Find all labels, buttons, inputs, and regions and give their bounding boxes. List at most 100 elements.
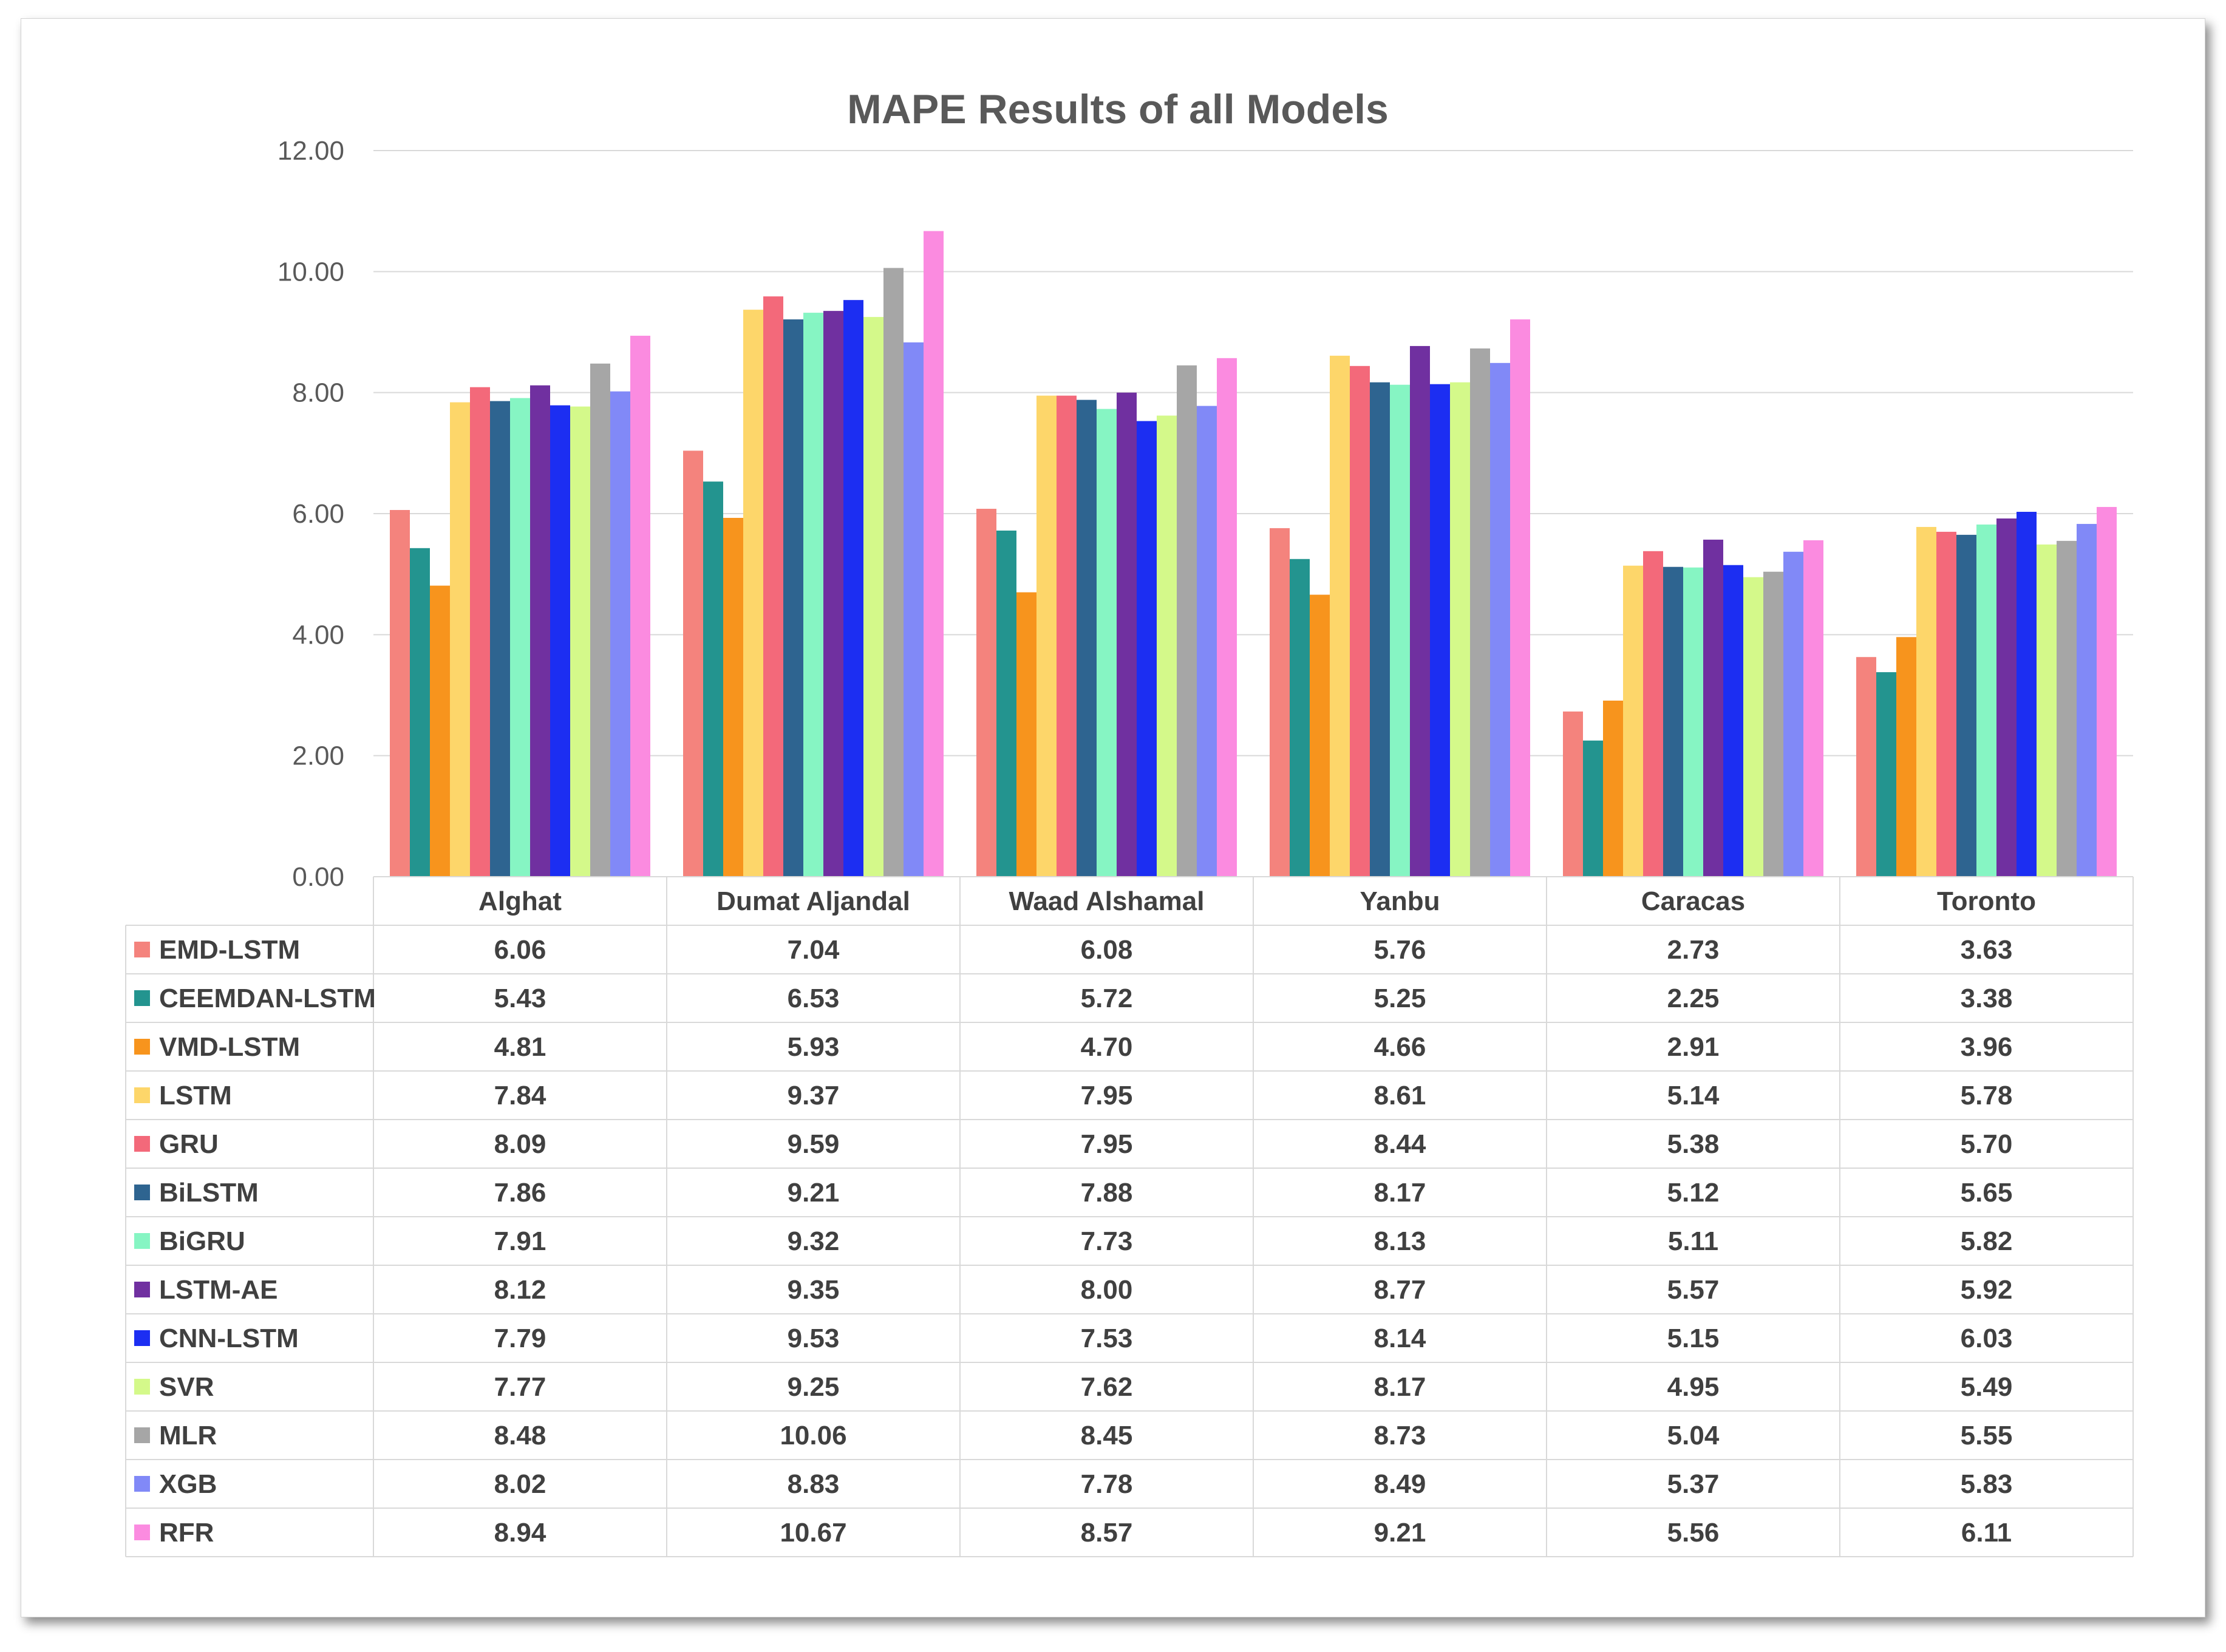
bar-svr [863, 317, 883, 877]
bar-bilstm [1370, 382, 1390, 877]
table-cell-value: 5.43 [494, 984, 546, 1013]
table-cell-value: 9.21 [788, 1178, 840, 1208]
legend-swatch [134, 1525, 150, 1540]
y-tick-label: 10.00 [277, 257, 344, 287]
category-label: Yanbu [1360, 886, 1440, 916]
table-cell-value: 5.25 [1374, 984, 1426, 1013]
table-cell-value: 5.12 [1667, 1178, 1720, 1208]
y-tick-label: 2.00 [292, 741, 344, 771]
table-cell-value: 5.37 [1667, 1469, 1720, 1499]
table-cell-value: 5.65 [1961, 1178, 2013, 1208]
chart-title: MAPE Results of all Models [847, 86, 1389, 132]
bar-bigru [1390, 384, 1410, 877]
bar-xgb [2077, 523, 2097, 877]
category-label: Dumat Aljandal [716, 886, 910, 916]
bar-vmd-lstm [1310, 594, 1330, 877]
table-cell-value: 6.06 [494, 935, 546, 965]
bar-rfr [630, 335, 650, 877]
bar-mlr [2057, 540, 2077, 877]
bar-lstm [1916, 526, 1936, 877]
table-cell-value: 8.00 [1081, 1275, 1133, 1305]
bar-lstm-ae [1703, 539, 1723, 877]
bar-lstm [1623, 565, 1643, 877]
y-axis-ticks: 0.00 2.00 4.00 6.00 8.00 10.00 12.00 [277, 136, 344, 892]
table-cell-value: 8.13 [1374, 1226, 1426, 1256]
bar-gru [1350, 365, 1370, 877]
bar-ceemdan-lstm [1290, 559, 1310, 877]
legend-swatch [134, 1427, 150, 1443]
table-cell-value: 5.55 [1961, 1421, 2013, 1450]
bar-vmd-lstm [723, 517, 743, 877]
table-cell-value: 4.95 [1667, 1372, 1720, 1402]
legend-label: MLR [159, 1421, 217, 1450]
category-label: Alghat [478, 886, 562, 916]
table-cell-value: 5.11 [1668, 1226, 1718, 1256]
legend-label: CEEMDAN-LSTM [159, 984, 376, 1013]
data-table: Alghat Dumat Aljandal Waad Alshamal Yanbu Ca… [125, 876, 2134, 1557]
table-cell-value: 2.91 [1667, 1032, 1720, 1062]
bar-svr [1743, 577, 1763, 877]
table-cell-value: 8.48 [494, 1421, 546, 1450]
bar-bilstm [1077, 399, 1097, 877]
legend-swatch [134, 1136, 150, 1152]
table-cell-value: 7.53 [1081, 1324, 1133, 1353]
table-cell-value: 7.88 [1081, 1178, 1133, 1208]
table-cell-value: 9.21 [1374, 1518, 1426, 1548]
bar-svr [570, 406, 590, 877]
legend-label: BiLSTM [159, 1178, 259, 1208]
table-cell-value: 8.17 [1374, 1372, 1426, 1402]
table-cell-value: 5.38 [1667, 1129, 1720, 1159]
table-cell-value: 5.78 [1961, 1081, 2013, 1110]
table-cell-value: 9.35 [788, 1275, 840, 1305]
table-cell-value: 7.73 [1081, 1226, 1133, 1256]
bar-emd-lstm [1563, 711, 1583, 877]
bar-mlr [1763, 571, 1783, 877]
table-cell-value: 5.04 [1667, 1421, 1720, 1450]
table-cell-value: 5.76 [1374, 935, 1426, 965]
table-cell-value: 6.11 [1961, 1518, 2012, 1548]
bar-mlr [590, 363, 610, 877]
legend-label: SVR [159, 1372, 214, 1402]
table-cell-value: 9.59 [788, 1129, 840, 1159]
legend-swatch [134, 990, 150, 1006]
table-cell-value: 7.91 [494, 1226, 546, 1256]
table-cell-value: 5.14 [1667, 1081, 1720, 1110]
gridlines [373, 150, 2133, 756]
legend-swatch [134, 1087, 150, 1103]
table-cell-value: 5.49 [1961, 1372, 2013, 1402]
legend-swatch [134, 1233, 150, 1249]
table-cell-value: 7.77 [494, 1372, 546, 1402]
bar-vmd-lstm [1016, 592, 1036, 877]
bar-bigru [1976, 524, 1996, 877]
table-cell-value: 7.95 [1081, 1129, 1133, 1159]
table-cell-value: 2.73 [1667, 935, 1720, 965]
legend-label: RFR [159, 1518, 214, 1548]
table-cell-value: 4.70 [1081, 1032, 1133, 1062]
table-cell-value: 8.14 [1374, 1324, 1426, 1353]
bars [390, 231, 2117, 877]
bar-emd-lstm [976, 509, 996, 877]
legend-swatch [134, 1039, 150, 1055]
table-cell-value: 5.56 [1667, 1518, 1720, 1548]
legend-label: LSTM [159, 1081, 232, 1110]
bar-emd-lstm [390, 510, 410, 877]
legend-swatch [134, 1185, 150, 1200]
legend-swatch [134, 1282, 150, 1297]
table-cell-value: 8.02 [494, 1469, 546, 1499]
legend-label: XGB [159, 1469, 217, 1499]
table-cell-value: 8.94 [494, 1518, 546, 1548]
table-cell-value: 8.73 [1374, 1421, 1426, 1450]
bar-gru [1936, 531, 1956, 877]
bar-rfr [924, 231, 944, 877]
bar-emd-lstm [1270, 528, 1290, 877]
bar-lstm-ae [530, 385, 550, 877]
table-cell-value: 5.92 [1961, 1275, 2013, 1305]
bar-gru [1057, 395, 1077, 877]
bar-bilstm [1956, 534, 1976, 877]
table-cell-value: 8.83 [788, 1469, 840, 1499]
table-cell-value: 8.44 [1374, 1129, 1426, 1159]
bar-xgb [1490, 362, 1510, 877]
legend-swatch [134, 1379, 150, 1395]
table-cell-value: 10.06 [780, 1421, 846, 1450]
table-cell-value: 6.53 [788, 984, 840, 1013]
